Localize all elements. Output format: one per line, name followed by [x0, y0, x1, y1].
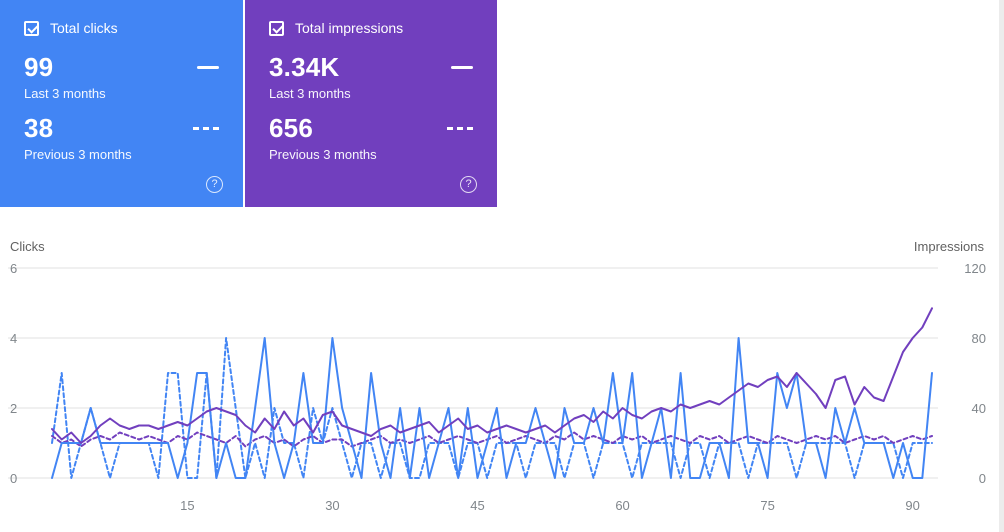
impressions-current-value: 3.34K	[269, 52, 340, 82]
total-clicks-card[interactable]: Total clicks 99 Last 3 months 38 Previou…	[0, 0, 243, 207]
dashed-line-legend-icon	[193, 127, 219, 130]
impressions-previous-value: 656	[269, 113, 313, 143]
help-icon[interactable]: ?	[460, 176, 477, 193]
impressions-last-3-months-line	[51, 307, 933, 444]
svg-text:0: 0	[979, 471, 986, 486]
svg-text:75: 75	[760, 498, 774, 513]
clicks-card-label: Total clicks	[50, 20, 118, 36]
total-impressions-card[interactable]: Total impressions 3.34K Last 3 months 65…	[245, 0, 497, 207]
summary-cards: Total clicks 99 Last 3 months 38 Previou…	[0, 0, 1004, 207]
performance-chart[interactable]: 0 0 2 40 4 80 6 120 15 30 45 60 75 90	[0, 237, 1004, 532]
impressions-card-label: Total impressions	[295, 20, 404, 36]
svg-text:45: 45	[470, 498, 484, 513]
clicks-previous-caption: Previous 3 months	[24, 147, 132, 162]
svg-text:120: 120	[964, 261, 986, 276]
left-axis-title: Clicks	[10, 239, 45, 254]
help-icon[interactable]: ?	[206, 176, 223, 193]
clicks-current-caption: Last 3 months	[24, 86, 106, 101]
impressions-current-caption: Last 3 months	[269, 86, 351, 101]
solid-line-legend-icon	[197, 66, 219, 69]
dashed-line-legend-icon	[447, 127, 473, 130]
svg-text:90: 90	[905, 498, 919, 513]
svg-text:4: 4	[10, 331, 17, 346]
right-axis-title: Impressions	[913, 239, 984, 254]
clicks-current-value: 99	[24, 52, 54, 82]
svg-text:60: 60	[615, 498, 629, 513]
clicks-checkbox[interactable]	[24, 20, 39, 36]
impressions-previous-3-months-line	[51, 431, 933, 448]
clicks-previous-value: 38	[24, 113, 54, 143]
clicks-last-3-months-line	[51, 337, 933, 479]
svg-text:15: 15	[180, 498, 194, 513]
clicks-previous-3-months-line	[51, 337, 933, 479]
scrollbar[interactable]	[999, 0, 1004, 532]
svg-text:2: 2	[10, 401, 17, 416]
impressions-checkbox[interactable]	[269, 20, 284, 36]
svg-text:0: 0	[10, 471, 17, 486]
svg-text:6: 6	[10, 261, 17, 276]
performance-chart-section: Clicks Impressions 0 0 2 40 4 80 6 120 15 30 45 60 7…	[0, 237, 1004, 532]
svg-text:40: 40	[972, 401, 986, 416]
impressions-previous-caption: Previous 3 months	[269, 147, 377, 162]
solid-line-legend-icon	[451, 66, 473, 69]
svg-text:80: 80	[972, 331, 986, 346]
svg-text:30: 30	[325, 498, 339, 513]
